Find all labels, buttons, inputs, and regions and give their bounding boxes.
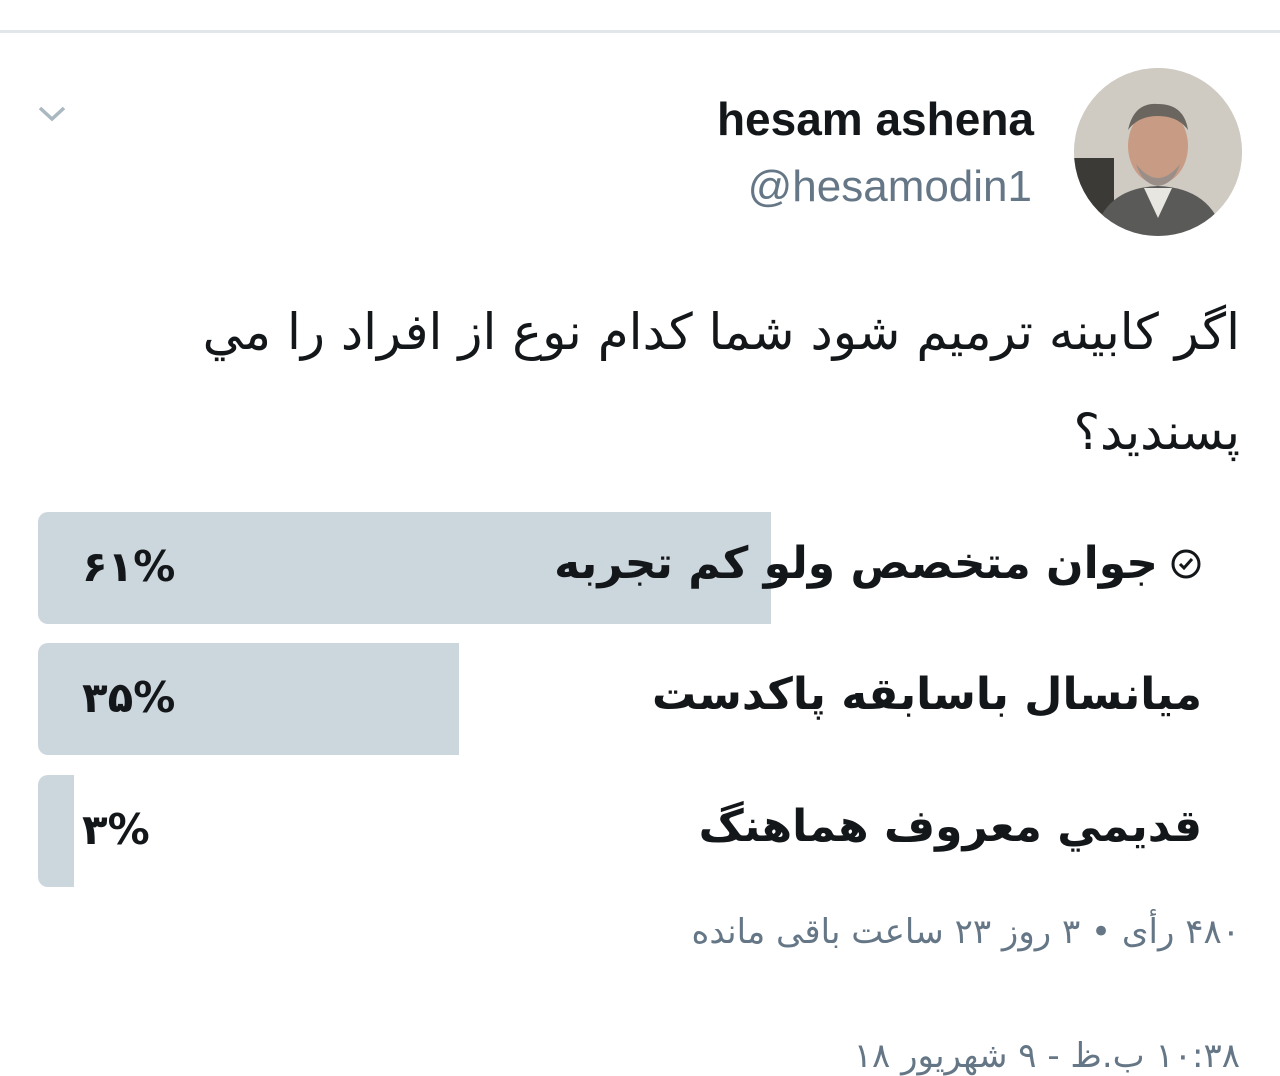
avatar[interactable] [1074,68,1242,236]
chevron-down-icon[interactable] [36,100,68,126]
poll-label: جوان متخصص ولو کم تجربه [554,538,1158,589]
poll-bar [38,643,459,755]
poll-option-1: ۶۱% جوان متخصص ولو کم تجربه [38,512,1240,624]
user-name[interactable]: hesam ashena [716,93,1034,145]
poll-summary: ۴۸۰ رأی • ۳ روز ۲۳ ساعت باقی مانده [691,912,1241,952]
poll-option-3: ۳% قديمي معروف هماهنگ [38,775,1240,887]
poll-label: قديمي معروف هماهنگ [698,801,1202,852]
poll-bar [38,775,75,887]
poll-percent: ۶۱% [82,542,176,591]
top-divider [0,30,1280,33]
poll-percent: ۳۵% [82,673,176,722]
user-handle[interactable]: @hesamodin1 [747,162,1032,211]
poll-label: ميانسال باسابقه پاکدست [652,669,1202,720]
tweet-text: اگر کابینه ترمیم شود شما کدام نوع از افر… [202,303,1240,461]
check-circle-icon [1171,549,1201,578]
poll-percent: ۳% [82,805,150,854]
poll-option-2: ۳۵% ميانسال باسابقه پاکدست [38,643,1240,755]
poll-bar [38,512,772,624]
tweet-timestamp: ۱۰:۳۸ ب.ظ - ۹ شهریور ۱۸ [853,1036,1240,1076]
